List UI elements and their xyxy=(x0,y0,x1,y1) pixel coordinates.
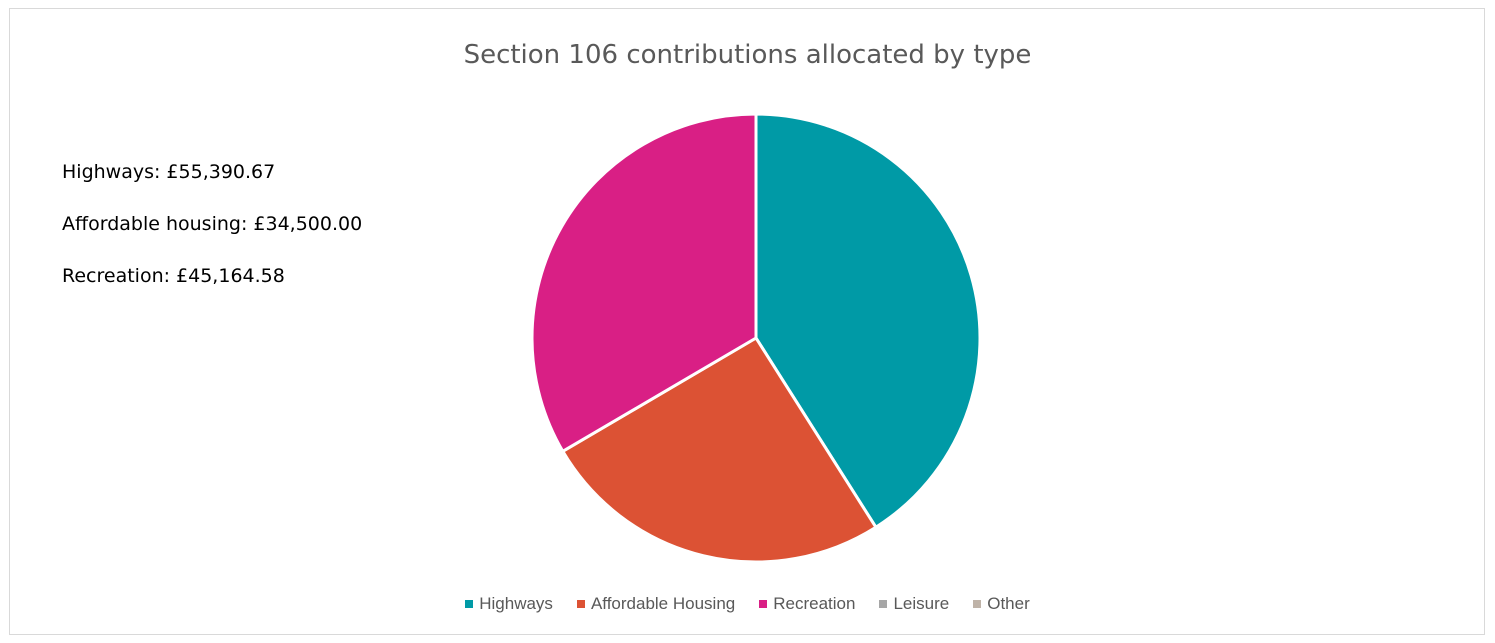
pie-slice-recreation xyxy=(530,112,758,453)
legend-label: Highways xyxy=(479,594,553,613)
legend-swatch xyxy=(465,600,474,608)
legend-item-highways: Highways xyxy=(465,594,553,614)
legend-swatch xyxy=(576,600,585,608)
annotation-affordable-housing: Affordable housing: £34,500.00 xyxy=(62,213,363,235)
legend-item-affordable-housing: Affordable Housing xyxy=(576,594,736,614)
chart-title: Section 106 contributions allocated by t… xyxy=(463,40,1032,70)
pie-slice-affordable-housing xyxy=(561,336,878,564)
legend-swatch xyxy=(973,600,982,608)
legend-item-other: Other xyxy=(973,594,1030,614)
legend: Highways Affordable Housing Recreation Leis… xyxy=(0,594,1495,614)
legend-label: Leisure xyxy=(893,594,950,613)
legend-label: Affordable Housing xyxy=(590,594,736,613)
legend-label: Other xyxy=(987,594,1030,613)
legend-item-recreation: Recreation xyxy=(759,594,855,614)
annotation-highways: Highways: £55,390.67 xyxy=(62,161,276,183)
annotation-list: Highways: £55,390.67 Affordable housing:… xyxy=(62,158,362,314)
legend-swatch xyxy=(879,600,888,608)
annotation-recreation: Recreation: £45,164.58 xyxy=(62,265,285,287)
legend-item-leisure: Leisure xyxy=(879,594,949,614)
legend-swatch xyxy=(759,600,768,608)
legend-label: Recreation xyxy=(773,594,856,613)
